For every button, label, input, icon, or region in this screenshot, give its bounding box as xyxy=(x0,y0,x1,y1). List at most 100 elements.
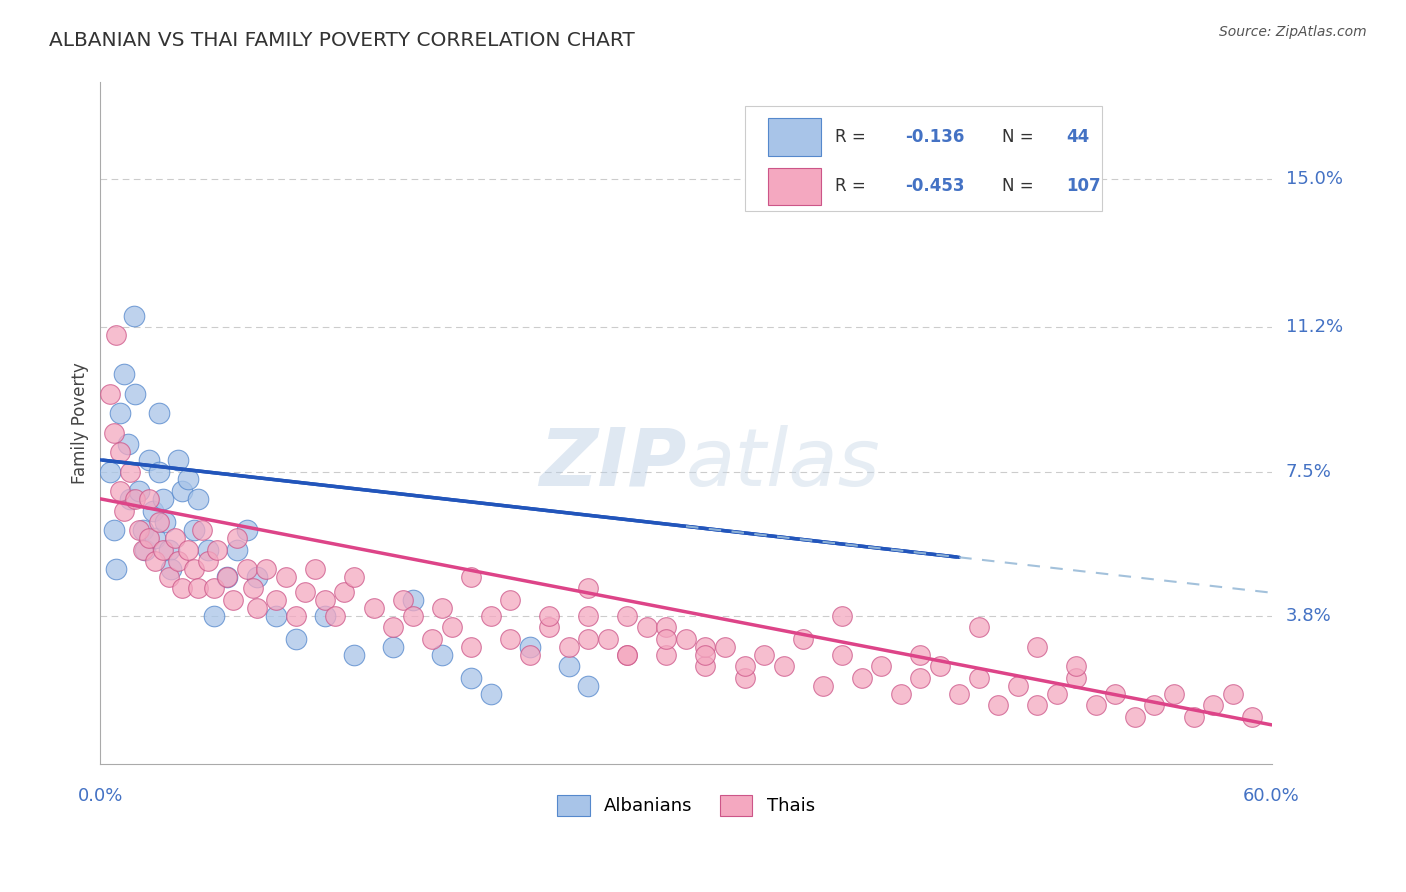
Point xyxy=(183,562,205,576)
Point xyxy=(294,585,316,599)
Point xyxy=(226,542,249,557)
Point xyxy=(811,679,834,693)
Point xyxy=(519,648,541,662)
Point xyxy=(987,698,1010,713)
Point xyxy=(1241,710,1264,724)
Point xyxy=(695,659,717,673)
Point xyxy=(207,542,229,557)
Point xyxy=(128,484,150,499)
Point xyxy=(1104,687,1126,701)
Point xyxy=(254,562,277,576)
Point xyxy=(132,523,155,537)
Point xyxy=(226,531,249,545)
Point xyxy=(143,531,166,545)
Text: Source: ZipAtlas.com: Source: ZipAtlas.com xyxy=(1219,25,1367,39)
Point xyxy=(333,585,356,599)
Point xyxy=(792,632,814,647)
Point xyxy=(440,620,463,634)
Text: 3.8%: 3.8% xyxy=(1285,607,1331,624)
Point xyxy=(402,608,425,623)
Point xyxy=(284,608,307,623)
Point xyxy=(236,523,259,537)
Point xyxy=(124,491,146,506)
Point xyxy=(103,425,125,440)
Point xyxy=(382,640,405,654)
Point xyxy=(274,570,297,584)
Point xyxy=(108,484,131,499)
Point xyxy=(1066,659,1088,673)
Text: 44: 44 xyxy=(1067,128,1090,146)
Point xyxy=(1222,687,1244,701)
Point xyxy=(1182,710,1205,724)
Point xyxy=(167,453,190,467)
Point xyxy=(460,671,482,685)
Point xyxy=(343,648,366,662)
Point xyxy=(343,570,366,584)
Point xyxy=(122,309,145,323)
Point xyxy=(242,582,264,596)
Point xyxy=(1143,698,1166,713)
Point xyxy=(202,582,225,596)
Point xyxy=(675,632,697,647)
Point xyxy=(519,640,541,654)
Point xyxy=(430,648,453,662)
Text: R =: R = xyxy=(835,128,866,146)
Point xyxy=(264,593,287,607)
Point xyxy=(382,620,405,634)
Point xyxy=(460,640,482,654)
Point xyxy=(616,648,638,662)
Text: ZIP: ZIP xyxy=(538,425,686,503)
Point xyxy=(148,406,170,420)
Point xyxy=(1123,710,1146,724)
Point xyxy=(695,640,717,654)
Point xyxy=(1026,640,1049,654)
Point xyxy=(138,491,160,506)
Point xyxy=(420,632,443,647)
Point xyxy=(890,687,912,701)
Point xyxy=(392,593,415,607)
Point xyxy=(98,465,121,479)
Point xyxy=(132,542,155,557)
Point xyxy=(112,503,135,517)
Point xyxy=(314,608,336,623)
Point xyxy=(655,648,678,662)
Point xyxy=(314,593,336,607)
Point xyxy=(908,671,931,685)
Point xyxy=(1026,698,1049,713)
Point xyxy=(734,659,756,673)
Point xyxy=(172,582,194,596)
Point xyxy=(117,437,139,451)
Point xyxy=(177,472,200,486)
Point xyxy=(163,531,186,545)
Point xyxy=(402,593,425,607)
Point xyxy=(245,570,267,584)
Point xyxy=(363,601,385,615)
Point xyxy=(304,562,326,576)
Point xyxy=(1046,687,1069,701)
Point xyxy=(851,671,873,685)
Point xyxy=(772,659,794,673)
Point xyxy=(831,608,853,623)
Point xyxy=(159,562,181,576)
Point xyxy=(734,671,756,685)
Point xyxy=(118,465,141,479)
Point xyxy=(157,542,180,557)
Point xyxy=(157,570,180,584)
Point xyxy=(172,484,194,499)
Point xyxy=(576,582,599,596)
Point xyxy=(576,679,599,693)
Point xyxy=(108,445,131,459)
Point xyxy=(187,582,209,596)
Point xyxy=(538,608,561,623)
Bar xyxy=(768,118,821,155)
Point xyxy=(752,648,775,662)
Point xyxy=(499,632,522,647)
Point xyxy=(714,640,737,654)
Point xyxy=(236,562,259,576)
Text: atlas: atlas xyxy=(686,425,880,503)
Point xyxy=(576,608,599,623)
Point xyxy=(558,659,581,673)
Text: -0.453: -0.453 xyxy=(905,178,965,195)
Point xyxy=(908,648,931,662)
Text: 7.5%: 7.5% xyxy=(1285,463,1331,481)
